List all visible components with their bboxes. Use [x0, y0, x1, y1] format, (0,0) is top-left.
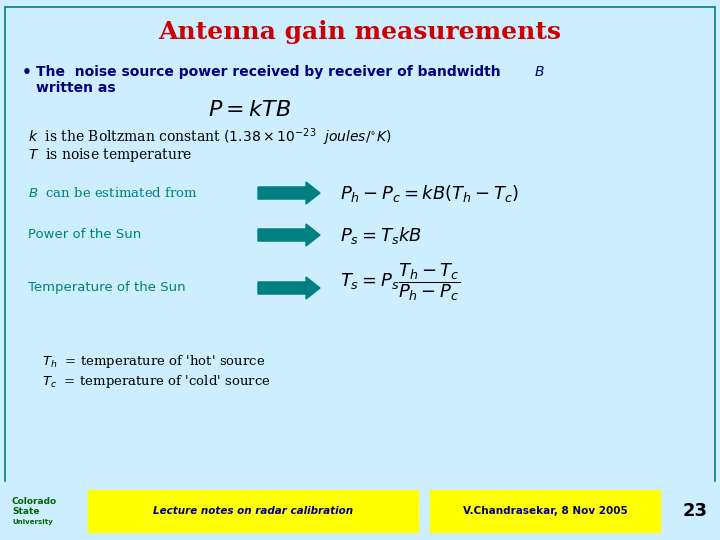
- Text: Colorado: Colorado: [12, 497, 57, 507]
- Text: written as: written as: [36, 81, 116, 95]
- Text: University: University: [12, 519, 53, 525]
- Text: $B$: $B$: [534, 65, 544, 79]
- Text: $T_c$  = temperature of 'cold' source: $T_c$ = temperature of 'cold' source: [42, 374, 271, 390]
- Text: $T_s = P_s\dfrac{T_h - T_c}{P_h - P_c}$: $T_s = P_s\dfrac{T_h - T_c}{P_h - P_c}$: [340, 261, 460, 303]
- Text: Lecture notes on radar calibration: Lecture notes on radar calibration: [153, 506, 353, 516]
- Text: •: •: [22, 64, 32, 79]
- Text: Antenna gain measurements: Antenna gain measurements: [158, 20, 562, 44]
- Text: Power of the Sun: Power of the Sun: [28, 228, 141, 241]
- FancyArrow shape: [258, 182, 320, 204]
- FancyBboxPatch shape: [5, 7, 715, 485]
- Text: $P = kTB$: $P = kTB$: [209, 99, 292, 121]
- Bar: [430, 490, 660, 532]
- Text: $P_s = T_s kB$: $P_s = T_s kB$: [340, 225, 422, 246]
- Text: $k$  is the Boltzman constant $(1.38 \times 10^{-23}$  $\mathit{joules}/^{\circ}: $k$ is the Boltzman constant $(1.38 \tim…: [28, 126, 392, 148]
- Text: State: State: [12, 508, 40, 516]
- Bar: [88, 490, 418, 532]
- FancyArrow shape: [258, 277, 320, 299]
- Text: V.Chandrasekar, 8 Nov 2005: V.Chandrasekar, 8 Nov 2005: [463, 506, 627, 516]
- Text: Temperature of the Sun: Temperature of the Sun: [28, 281, 186, 294]
- Text: $B$  can be estimated from: $B$ can be estimated from: [28, 186, 198, 200]
- Bar: [0, 482, 720, 540]
- Text: 23: 23: [683, 502, 708, 520]
- Text: The  noise source power received by receiver of bandwidth: The noise source power received by recei…: [36, 65, 510, 79]
- Text: $P_h - P_c = kB(T_h - T_c)$: $P_h - P_c = kB(T_h - T_c)$: [340, 183, 519, 204]
- FancyArrow shape: [258, 224, 320, 246]
- Text: $T$  is noise temperature: $T$ is noise temperature: [28, 146, 192, 164]
- Text: $T_h$  = temperature of 'hot' source: $T_h$ = temperature of 'hot' source: [42, 354, 265, 370]
